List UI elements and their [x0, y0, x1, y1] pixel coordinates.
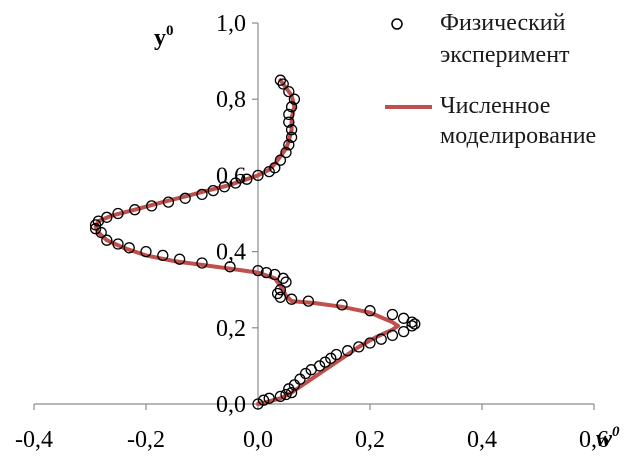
data-point-experiment	[162, 196, 175, 208]
data-point-experiment	[386, 308, 399, 321]
data-point-experiment	[101, 234, 113, 246]
data-point-experiment	[313, 360, 326, 372]
data-point-experiment	[252, 169, 264, 182]
data-point-experiment	[406, 320, 418, 332]
y-tick-label: 0,2	[216, 316, 246, 342]
data-point-experiment	[336, 299, 348, 311]
data-point-experiment	[241, 173, 253, 185]
data-layer	[89, 74, 421, 410]
data-point-experiment	[288, 93, 301, 105]
data-point-experiment	[173, 253, 186, 265]
y-tick-label: 0,4	[216, 240, 246, 266]
data-point-experiment	[218, 181, 231, 193]
data-point-experiment	[252, 398, 264, 410]
data-point-experiment	[330, 348, 343, 361]
data-point-experiment	[140, 245, 152, 258]
data-point-experiment	[364, 337, 376, 349]
data-point-experiment	[101, 211, 113, 223]
data-point-experiment	[207, 184, 219, 197]
data-point-experiment	[123, 242, 135, 254]
y-tick-label: 0,6	[216, 163, 246, 189]
data-point-experiment	[260, 266, 273, 279]
data-point-experiment	[397, 325, 410, 338]
data-point-experiment	[274, 390, 287, 403]
data-point-experiment	[263, 392, 275, 404]
data-point-experiment	[294, 373, 306, 385]
data-point-experiment	[112, 207, 124, 220]
data-point-experiment	[274, 154, 287, 166]
data-point-experiment	[375, 333, 387, 345]
data-point-experiment	[341, 345, 354, 357]
data-point-experiment	[252, 264, 264, 277]
y-tick-label: 0,0	[216, 392, 246, 418]
x-tick-label: 0,4	[467, 427, 497, 453]
legend-label: Физический	[440, 10, 566, 36]
data-point-experiment	[257, 394, 270, 406]
legend-marker-experiment	[391, 18, 403, 30]
x-tick-label: -0,4	[15, 427, 53, 453]
data-point-experiment	[409, 318, 421, 330]
data-point-experiment	[179, 192, 191, 204]
data-point-experiment	[269, 162, 281, 174]
data-point-experiment	[283, 383, 295, 395]
x-tick-label: 0,0	[243, 427, 273, 453]
legend-label: Численное	[440, 93, 550, 119]
y-axis-title-sup: 0	[166, 23, 174, 39]
data-point-experiment	[283, 108, 295, 121]
data-point-experiment	[319, 356, 331, 368]
x-tick-label: 0,6	[579, 427, 609, 453]
series-line-simulation	[93, 78, 400, 406]
data-point-experiment	[302, 295, 315, 307]
y-axis-title: y0	[154, 23, 174, 51]
x-axis-title-main: w	[596, 426, 613, 452]
data-point-experiment	[89, 223, 102, 235]
data-point-experiment	[285, 101, 298, 113]
data-point-experiment	[269, 268, 281, 281]
x-axis-title: w0	[596, 424, 620, 452]
data-point-experiment	[112, 238, 124, 250]
data-point-experiment	[285, 293, 298, 305]
y-tick-label: 1,0	[216, 11, 246, 37]
legend-label: эксперимент	[440, 42, 570, 68]
x-tick-label: -0,2	[127, 427, 165, 453]
data-point-experiment	[280, 146, 292, 159]
y-tick-label: 0,8	[216, 87, 246, 113]
data-point-experiment	[196, 188, 208, 201]
data-point-experiment	[274, 74, 287, 86]
data-point-experiment	[299, 367, 312, 380]
data-point-experiment	[364, 305, 376, 317]
data-point-experiment	[95, 226, 107, 239]
data-point-experiment	[283, 116, 295, 128]
data-point-experiment	[280, 388, 292, 401]
data-point-experiment	[283, 85, 295, 98]
data-point-experiment	[397, 312, 410, 324]
data-point-experiment	[274, 284, 287, 296]
data-point-experiment	[386, 329, 399, 342]
x-axis-title-sup: 0	[612, 424, 620, 440]
axes-layer	[33, 22, 595, 410]
data-point-experiment	[196, 257, 208, 269]
data-point-experiment	[129, 204, 141, 216]
data-point-experiment	[157, 249, 169, 262]
data-point-experiment	[325, 352, 337, 364]
data-point-experiment	[229, 177, 242, 189]
x-tick-label: 0,2	[355, 427, 385, 453]
labels-layer: -0,4 -0,2 0,0 0,2 0,4 0,60,00,20,40,60,81,0y0…	[15, 11, 620, 453]
legend: Физический эксперимент Численное моделирова…	[385, 10, 596, 149]
legend-label: моделирование	[440, 123, 596, 149]
data-point-experiment	[285, 124, 298, 136]
y-axis-title-main: y	[154, 25, 166, 51]
data-point-experiment	[285, 131, 298, 143]
data-point-experiment	[283, 139, 295, 151]
data-point-experiment	[353, 341, 365, 353]
data-point-experiment	[224, 261, 236, 273]
data-point-experiment	[145, 200, 158, 212]
data-point-experiment	[263, 165, 275, 178]
